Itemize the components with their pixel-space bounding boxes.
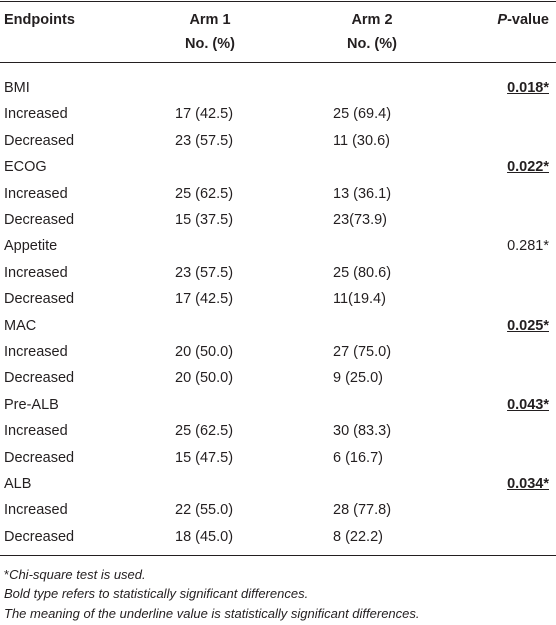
arm2-cell: 6 (16.7) bbox=[333, 449, 383, 466]
row-label: Increased bbox=[4, 502, 68, 519]
group-label: BMI bbox=[4, 80, 30, 96]
arm1-cell: 17 (42.5) bbox=[175, 106, 234, 123]
arm1-cell: 25 (62.5) bbox=[175, 185, 234, 202]
header-p-letter: P bbox=[497, 12, 508, 28]
p-value-cell: 0.281* bbox=[507, 238, 549, 255]
row-label: Decreased bbox=[4, 528, 75, 545]
header-rule bbox=[0, 62, 556, 63]
footnote: The meaning of the underline value is st… bbox=[4, 606, 420, 621]
footnote: Bold type refers to statistically signif… bbox=[4, 586, 309, 601]
row-label: Decreased bbox=[4, 291, 75, 308]
arm2-cell: 8 (22.2) bbox=[333, 528, 383, 545]
row-label: Increased bbox=[4, 423, 68, 440]
arm2-cell: 23(73.9) bbox=[333, 212, 388, 228]
group-label: Pre-ALB bbox=[4, 396, 59, 413]
row-label: Decreased bbox=[4, 212, 75, 228]
arm2-cell: 11(19.4) bbox=[333, 291, 386, 308]
arm2-cell: 25 (80.6) bbox=[333, 264, 392, 281]
arm2-cell: 27 (75.0) bbox=[333, 344, 392, 360]
arm2-cell: 25 (69.4) bbox=[333, 106, 392, 123]
arm1-cell: 18 (45.0) bbox=[175, 528, 234, 545]
p-value-cell: 0.034* bbox=[507, 476, 549, 492]
arm1-cell: 15 (37.5) bbox=[175, 212, 234, 228]
arm1-cell: 20 (50.0) bbox=[175, 370, 234, 387]
header-p-rest: -value bbox=[507, 12, 549, 28]
arm2-cell: 28 (77.8) bbox=[333, 502, 392, 519]
arm2-cell: 30 (83.3) bbox=[333, 423, 392, 440]
footnote-mark: * bbox=[4, 567, 10, 582]
top-rule bbox=[0, 1, 556, 2]
footnote: *Chi-square test is used. bbox=[4, 566, 146, 584]
arm1-cell: 20 (50.0) bbox=[175, 344, 234, 360]
arm2-cell: 11 (30.6) bbox=[333, 132, 390, 149]
group-label: ECOG bbox=[4, 159, 47, 176]
group-label: ALB bbox=[4, 476, 32, 492]
p-value-cell: 0.018* bbox=[507, 80, 549, 96]
arm1-cell: 17 (42.5) bbox=[175, 291, 234, 308]
arm1-cell: 22 (55.0) bbox=[175, 502, 234, 519]
header-arm2-unit: No. (%) bbox=[347, 36, 397, 52]
p-value-cell: 0.022* bbox=[507, 159, 549, 176]
p-value-cell: 0.043* bbox=[507, 396, 549, 413]
footnote-text: Chi-square test is used. bbox=[9, 567, 146, 582]
row-label: Decreased bbox=[4, 132, 75, 149]
header-p-value: P-value bbox=[497, 11, 549, 29]
header-arm1-unit: No. (%) bbox=[185, 36, 235, 52]
row-label: Decreased bbox=[4, 370, 75, 387]
row-label: Increased bbox=[4, 264, 68, 281]
row-label: Increased bbox=[4, 185, 68, 202]
arm2-cell: 9 (25.0) bbox=[333, 370, 383, 387]
group-label: Appetite bbox=[4, 238, 58, 255]
arm2-cell: 13 (36.1) bbox=[333, 185, 392, 202]
header-endpoints: Endpoints bbox=[4, 12, 75, 28]
header-arm2: Arm 2 bbox=[351, 12, 393, 28]
bottom-rule bbox=[0, 555, 556, 556]
arm1-cell: 25 (62.5) bbox=[175, 423, 234, 440]
arm1-cell: 15 (47.5) bbox=[175, 449, 234, 466]
arm1-cell: 23 (57.5) bbox=[175, 264, 234, 281]
p-value-cell: 0.025* bbox=[507, 317, 549, 334]
arm1-cell: 23 (57.5) bbox=[175, 132, 234, 149]
group-label: MAC bbox=[4, 317, 37, 334]
row-label: Decreased bbox=[4, 449, 75, 466]
row-label: Increased bbox=[4, 344, 68, 360]
header-arm1: Arm 1 bbox=[189, 12, 231, 28]
row-label: Increased bbox=[4, 106, 68, 123]
